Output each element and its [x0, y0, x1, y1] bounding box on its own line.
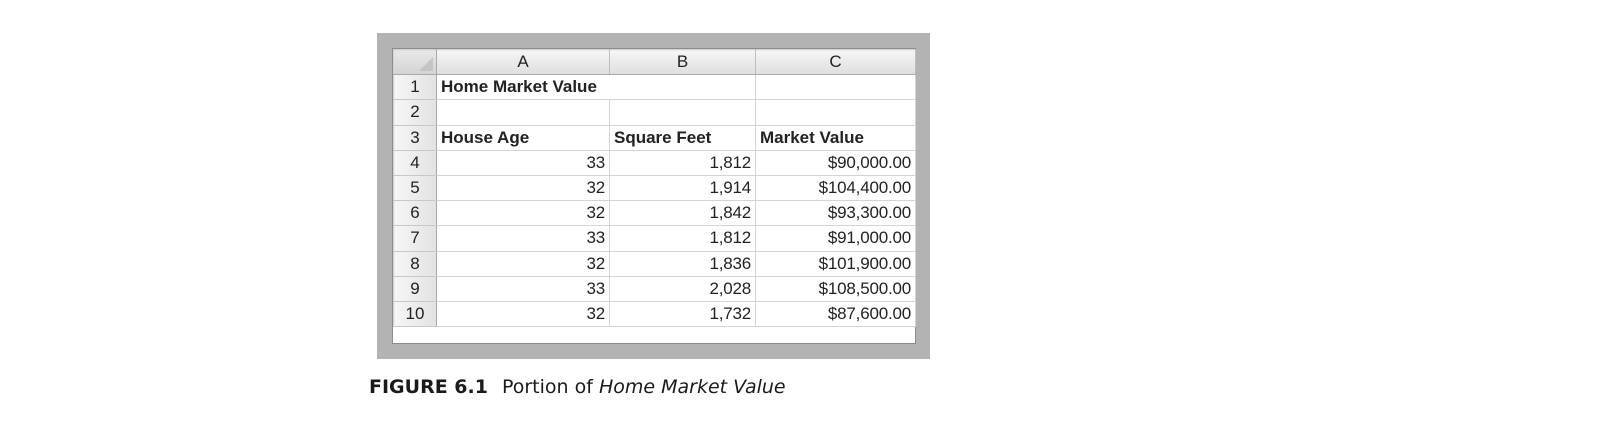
- spreadsheet-grid: A B C 1 Home Market Value 2 3 House Age …: [393, 48, 916, 328]
- table-row: 9 33 2,028 $108,500.00: [393, 275, 916, 302]
- table-row: 10 32 1,732 $87,600.00: [393, 300, 916, 328]
- cell-market-value[interactable]: $90,000.00: [755, 149, 916, 176]
- cell-house-age[interactable]: 32: [436, 250, 610, 277]
- select-all-icon: [419, 57, 433, 72]
- cell-market-value[interactable]: $104,400.00: [755, 174, 916, 202]
- cell[interactable]: [755, 99, 916, 126]
- cell-header-market-value[interactable]: Market Value: [755, 124, 916, 151]
- column-header-b[interactable]: B: [609, 48, 756, 76]
- cell-house-age[interactable]: 33: [436, 225, 610, 252]
- figure-label: FIGURE 6.1: [369, 376, 488, 398]
- row-header[interactable]: 10: [393, 300, 437, 328]
- table-row: 7 33 1,812 $91,000.00: [393, 225, 916, 252]
- row-header[interactable]: 2: [393, 99, 437, 126]
- select-all-corner[interactable]: [393, 48, 437, 76]
- cell-market-value[interactable]: $108,500.00: [755, 275, 916, 302]
- cell-market-value[interactable]: $93,300.00: [755, 200, 916, 227]
- cell-title[interactable]: Home Market Value: [436, 74, 756, 101]
- cell-header-square-feet[interactable]: Square Feet: [609, 124, 756, 151]
- cell-house-age[interactable]: 33: [436, 275, 610, 302]
- table-row: 1 Home Market Value: [393, 74, 916, 101]
- caption-italic-text: Home Market Value: [598, 376, 786, 398]
- table-row: 8 32 1,836 $101,900.00: [393, 250, 916, 277]
- table-row: 2: [393, 99, 916, 126]
- cell-square-feet[interactable]: 1,836: [609, 250, 756, 277]
- header-row: 3 House Age Square Feet Market Value: [393, 124, 916, 151]
- cell[interactable]: [436, 99, 610, 126]
- column-header-c[interactable]: C: [755, 48, 916, 76]
- cell-square-feet[interactable]: 1,732: [609, 300, 756, 328]
- cell[interactable]: [755, 74, 916, 101]
- spreadsheet: A B C 1 Home Market Value 2 3 House Age …: [392, 48, 916, 344]
- cell-market-value[interactable]: $91,000.00: [755, 225, 916, 252]
- row-header[interactable]: 6: [393, 200, 437, 227]
- cell-market-value[interactable]: $87,600.00: [755, 300, 916, 328]
- cell-square-feet[interactable]: 1,914: [609, 174, 756, 202]
- row-header[interactable]: 5: [393, 174, 437, 202]
- caption-text: Portion of: [501, 376, 599, 398]
- column-header-row: A B C: [393, 48, 916, 76]
- cell-square-feet[interactable]: 2,028: [609, 275, 756, 302]
- cell-house-age[interactable]: 32: [436, 300, 610, 328]
- cell[interactable]: [609, 99, 756, 126]
- column-header-a[interactable]: A: [436, 48, 610, 76]
- spreadsheet-frame: A B C 1 Home Market Value 2 3 House Age …: [377, 33, 930, 359]
- row-header[interactable]: 4: [393, 149, 437, 176]
- cell-square-feet[interactable]: 1,812: [609, 149, 756, 176]
- table-row: 5 32 1,914 $104,400.00: [393, 174, 916, 202]
- table-row: 6 32 1,842 $93,300.00: [393, 200, 916, 227]
- row-header[interactable]: 9: [393, 275, 437, 302]
- cell-square-feet[interactable]: 1,842: [609, 200, 756, 227]
- table-row: 4 33 1,812 $90,000.00: [393, 149, 916, 176]
- row-header[interactable]: 8: [393, 250, 437, 277]
- cell-house-age[interactable]: 32: [436, 200, 610, 227]
- cell-house-age[interactable]: 32: [436, 174, 610, 202]
- cell-square-feet[interactable]: 1,812: [609, 225, 756, 252]
- row-header[interactable]: 1: [393, 74, 437, 101]
- row-header[interactable]: 7: [393, 225, 437, 252]
- cell-market-value[interactable]: $101,900.00: [755, 250, 916, 277]
- figure-caption: FIGURE 6.1 Portion of Home Market Value: [369, 376, 786, 398]
- cell-house-age[interactable]: 33: [436, 149, 610, 176]
- cell-header-house-age[interactable]: House Age: [436, 124, 610, 151]
- row-header[interactable]: 3: [393, 124, 437, 151]
